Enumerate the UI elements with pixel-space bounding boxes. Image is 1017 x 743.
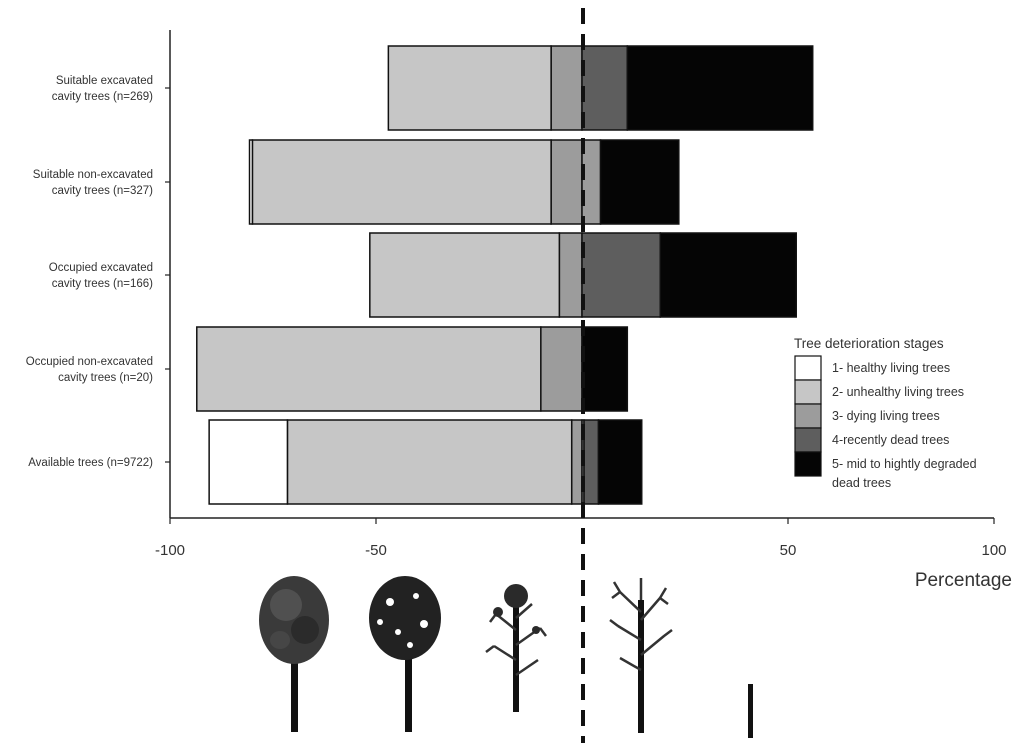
unhealthy-tree-icon <box>369 576 441 732</box>
legend-label-5: 5- mid to hightly degraded <box>832 457 977 471</box>
bar-2-unhealthy-living-trees-row-1 <box>387 45 552 131</box>
bar-1-healthy-living-trees-row-2 <box>248 139 254 225</box>
legend-swatch-1 <box>794 355 822 381</box>
legend-swatch-5 <box>794 451 822 477</box>
category-label: Suitable excavated <box>56 75 153 87</box>
bar-4-recently-dead-trees-row-5 <box>583 419 600 505</box>
category-label: Occupied excavated <box>49 262 153 274</box>
category-label: Occupied non-excavated <box>26 356 153 368</box>
bar-3-dying-living-trees-row-1 <box>550 45 583 131</box>
legend-label-4: 4-recently dead trees <box>832 433 949 447</box>
dead-tree-icon <box>609 578 673 733</box>
x-axis-title: Percentage <box>915 570 1012 591</box>
tick-labels: -100 -50 50 100 <box>155 542 1007 559</box>
bar-4-recently-dead-trees-row-3 <box>581 232 662 318</box>
x-tick-label: -50 <box>365 542 387 559</box>
legend-swatch-3 <box>794 403 822 429</box>
x-tick-label: -100 <box>155 542 185 559</box>
bar-1-healthy-living-trees-row-5 <box>208 419 289 505</box>
legend-label-1: 1- healthy living trees <box>832 361 950 375</box>
category-label: cavity trees (n=20) <box>58 372 153 384</box>
bar-2-unhealthy-living-trees-row-4 <box>196 326 542 412</box>
legend-title: Tree deterioration stages <box>794 336 944 351</box>
bar-5-mid-to-hightly-degraded-dead-trees-row-3 <box>659 232 797 318</box>
x-tick-label: 50 <box>780 542 797 559</box>
snag-icon <box>748 684 753 738</box>
category-label: Suitable non-excavated <box>33 169 153 181</box>
bar-3-dying-living-trees-row-3 <box>558 232 583 318</box>
bar-2-unhealthy-living-trees-row-2 <box>251 139 552 225</box>
bar-4-recently-dead-trees-row-1 <box>581 45 629 131</box>
bar-3-dying-living-trees-row-2 <box>550 139 583 225</box>
legend-label-5: dead trees <box>832 476 891 490</box>
bar-2-unhealthy-living-trees-row-3 <box>369 232 561 318</box>
bar-5-mid-to-hightly-degraded-dead-trees-row-2 <box>599 139 680 225</box>
bar-3-dying-living-trees-row-5 <box>570 419 583 505</box>
category-label: Available trees (n=9722) <box>28 457 153 469</box>
category-label: cavity trees (n=327) <box>52 185 153 197</box>
legend-label-3: 3- dying living trees <box>832 409 940 423</box>
category-label: cavity trees (n=166) <box>52 278 153 290</box>
bar-3-dying-living-trees-row-4 <box>540 326 583 412</box>
legend-swatch-2 <box>794 379 822 405</box>
bar-5-mid-to-hightly-degraded-dead-trees-row-5 <box>597 419 643 505</box>
x-tick-label: 100 <box>981 542 1006 559</box>
legend-swatch-4 <box>794 427 822 453</box>
legend: Tree deterioration stages 1- healthy livi… <box>794 336 977 490</box>
tree-illustrations <box>259 576 753 738</box>
category-label: cavity trees (n=269) <box>52 91 153 103</box>
dying-tree-icon <box>485 584 547 712</box>
category-labels: Suitable excavated cavity trees (n=269) Su… <box>26 75 153 469</box>
bar-5-mid-to-hightly-degraded-dead-trees-row-1 <box>626 45 814 131</box>
bars-layer <box>196 45 814 505</box>
healthy-tree-icon <box>259 576 329 732</box>
bar-2-unhealthy-living-trees-row-5 <box>286 419 573 505</box>
bar-5-mid-to-hightly-degraded-dead-trees-row-4 <box>581 326 629 412</box>
legend-label-2: 2- unhealthy living trees <box>832 385 964 399</box>
